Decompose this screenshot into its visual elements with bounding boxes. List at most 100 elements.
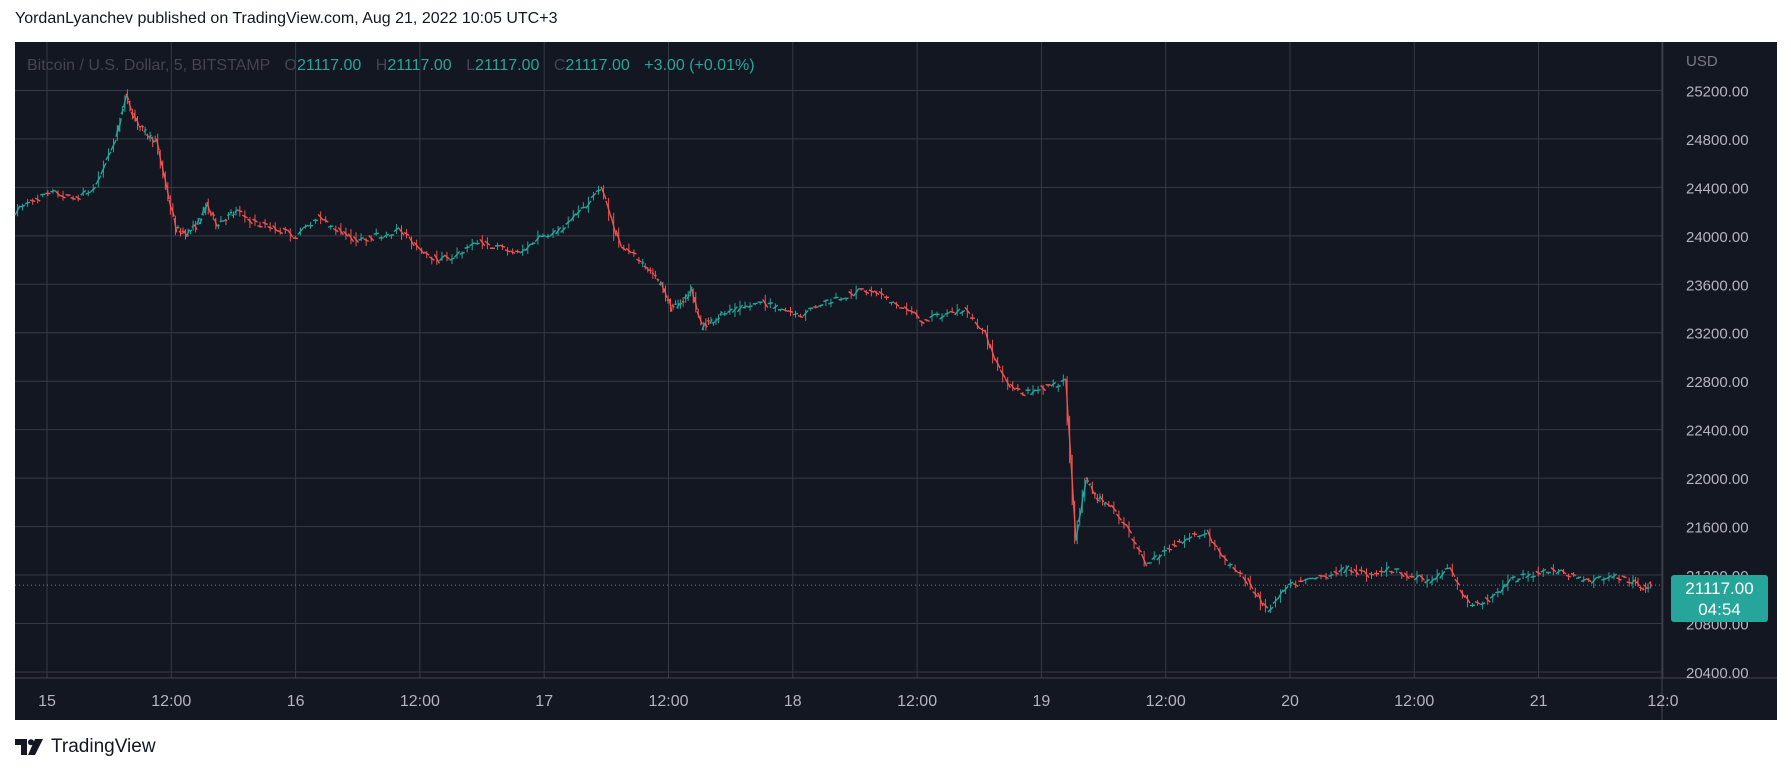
price-tick-label: 24400.00: [1686, 180, 1749, 197]
candle-body: [610, 216, 617, 237]
candle-body: [30, 199, 36, 203]
candle-body: [1151, 554, 1158, 560]
candle-body: [787, 310, 794, 313]
candle-body: [1206, 529, 1214, 544]
candle-body: [1389, 570, 1395, 574]
candle-body: [1535, 570, 1542, 575]
candle-body: [1197, 534, 1203, 538]
tradingview-logo[interactable]: TradingView: [15, 736, 156, 758]
candle-body: [80, 189, 87, 196]
candle-body: [1110, 504, 1117, 512]
candle-body: [560, 226, 567, 234]
candle-body: [237, 209, 243, 213]
candle-body: [393, 226, 400, 233]
candle-body: [979, 327, 986, 333]
legend-close-label: C: [554, 57, 566, 74]
candle-body: [1489, 593, 1496, 599]
candle-body: [297, 227, 304, 235]
candle-body: [1267, 606, 1274, 613]
candle-body: [388, 233, 395, 237]
candle-body: [691, 289, 696, 303]
candle-body: [148, 134, 152, 139]
svg-text:Bitcoin / U.S. Dollar, 5, BITS: Bitcoin / U.S. Dollar, 5, BITSTAMP O2111…: [27, 57, 755, 74]
candle-body: [1211, 541, 1218, 548]
candle-body: [1338, 566, 1345, 573]
candle-body: [999, 369, 1006, 379]
candle-body: [1090, 485, 1095, 494]
legend-open-value: 21117.00: [297, 57, 361, 74]
candle-body: [1499, 583, 1506, 594]
candle-body: [671, 304, 675, 308]
candle-body: [408, 236, 415, 247]
candle-body: [782, 308, 789, 313]
candle-body: [1070, 459, 1075, 502]
candle-body: [903, 306, 910, 312]
candle-body: [504, 249, 511, 253]
candle-body: [833, 296, 839, 299]
candle-body: [317, 213, 324, 221]
candle-body: [1072, 501, 1077, 540]
candle-body: [1348, 569, 1355, 574]
candle-body: [193, 224, 198, 230]
candle-body: [173, 217, 178, 233]
price-tick-label: 20400.00: [1686, 665, 1749, 682]
candle-body: [1009, 383, 1016, 391]
candle-body: [211, 211, 216, 217]
price-tick-label: 23200.00: [1686, 326, 1749, 343]
time-axis-labels[interactable]: 15 12:00 16 12:00 17 12:00 18 12:00 19 12:00 20 12:…: [38, 693, 1678, 710]
candle-body: [674, 303, 677, 306]
candle-body: [1035, 389, 1041, 392]
candle-body: [641, 261, 645, 265]
candle-body: [704, 322, 708, 328]
candle-body: [888, 301, 895, 304]
candle-body: [620, 246, 627, 252]
candle-body: [1242, 576, 1249, 585]
candle-body: [186, 229, 190, 236]
candle-body: [1504, 578, 1512, 588]
candle-body: [1550, 567, 1557, 573]
candle-body: [110, 139, 117, 151]
price-tick-label: 22800.00: [1686, 374, 1749, 391]
legend-low-label: L: [466, 57, 475, 74]
candle-body: [1631, 579, 1635, 585]
candle-body: [797, 315, 804, 319]
candle-body: [1601, 578, 1607, 581]
time-tick-label: 12:00: [648, 693, 688, 710]
candle-body: [1247, 577, 1254, 590]
candle-body: [1648, 581, 1653, 587]
candle-body: [918, 320, 925, 325]
candle-body: [726, 308, 733, 314]
candle-body: [1282, 585, 1289, 593]
candle-body: [130, 111, 135, 119]
candle-body: [117, 118, 122, 132]
candle-body: [893, 301, 900, 307]
candle-body: [1105, 502, 1112, 508]
candle-body: [196, 217, 201, 225]
candle-body: [24, 201, 31, 205]
candle-body: [14, 205, 21, 216]
candle-body: [1125, 524, 1133, 534]
candle-body: [358, 236, 364, 241]
tradingview-brand-name: TradingView: [51, 736, 156, 757]
candle-body: [191, 224, 195, 228]
candle-body: [1060, 378, 1067, 383]
candle-body: [792, 312, 799, 316]
candle-body: [75, 195, 82, 201]
candle-body: [676, 302, 680, 309]
candle-body: [413, 241, 420, 249]
candle-body: [1575, 576, 1582, 580]
candle-body: [499, 244, 506, 248]
time-tick-label: 17: [535, 693, 553, 710]
candle-body: [292, 237, 298, 240]
candle-body: [772, 304, 779, 310]
candle-body: [974, 321, 981, 330]
candle-body: [1303, 578, 1309, 582]
price-axis-labels[interactable]: 25200.00 24800.00 24400.00 24000.00 23600.00…: [1686, 83, 1749, 681]
candle-body: [660, 282, 665, 293]
candle-body: [1272, 597, 1279, 605]
candle-body: [719, 311, 723, 316]
candle-body: [246, 218, 253, 225]
tradingview-logo-icon: [15, 739, 43, 755]
candle-body: [262, 221, 268, 226]
